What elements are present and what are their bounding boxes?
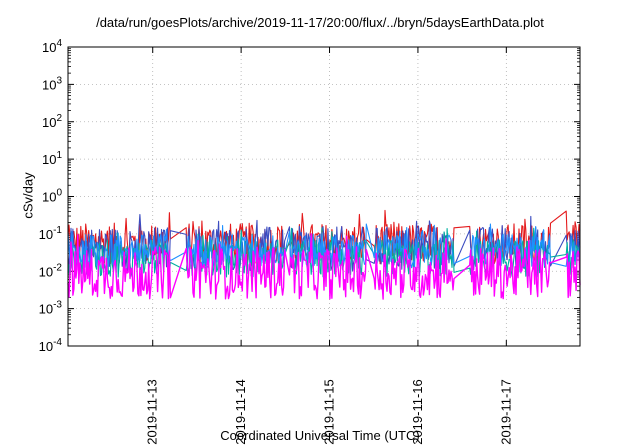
y-tick-label: 10-2	[39, 262, 63, 279]
y-tick-label: 101	[42, 150, 62, 167]
y-tick-label: 10-3	[39, 300, 63, 317]
series-line	[67, 233, 581, 300]
plot-border	[67, 46, 581, 347]
x-tick-label: 2019-11-15	[322, 379, 337, 445]
y-tick-label: 10-4	[39, 337, 63, 354]
x-tick-label: 2019-11-14	[233, 379, 248, 445]
x-tick-label: 2019-11-16	[410, 379, 425, 445]
y-tick-label: 103	[42, 75, 62, 92]
x-tick-label: 2019-11-13	[145, 379, 160, 445]
x-axis-label: Coordinated Universal Time (UTC)	[220, 428, 420, 443]
y-tick-label: 10-1	[39, 225, 63, 242]
x-tick-label: 2019-11-17	[498, 379, 513, 445]
y-tick-label: 104	[42, 38, 62, 55]
chart-title: /data/run/goesPlots/archive/2019-11-17/2…	[96, 15, 544, 30]
y-tick-label: 102	[42, 113, 62, 130]
y-tick-label: 100	[42, 188, 62, 205]
series-line	[67, 223, 581, 269]
